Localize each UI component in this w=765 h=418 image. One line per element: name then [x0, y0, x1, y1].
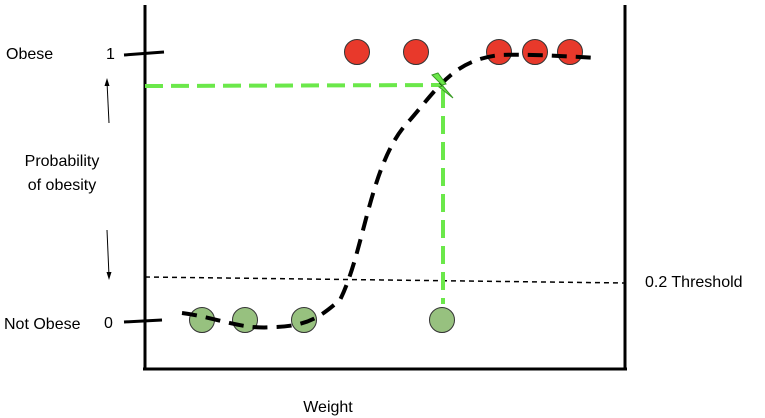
x-axis-label: Weight — [303, 399, 353, 416]
obese-point — [522, 39, 548, 65]
tick-zero-mark — [123, 318, 163, 324]
down-arrow — [106, 229, 110, 277]
not-obese-point — [291, 307, 317, 333]
obese-point — [557, 39, 583, 65]
threshold-label: 0.2 Threshold — [645, 274, 743, 291]
threshold-line — [144, 276, 626, 284]
tick-one-mark — [123, 50, 165, 57]
sigmoid-curve — [181, 52, 599, 330]
probability-arrows — [104, 78, 112, 280]
not-obese-points — [189, 307, 455, 333]
down-arrowhead — [106, 272, 112, 280]
y-axis-label-line2: of obesity — [28, 177, 96, 194]
up-arrowhead — [104, 78, 110, 86]
highlight-horizontal-guide — [144, 83, 444, 88]
obese-point — [344, 39, 370, 65]
obese-point — [403, 39, 429, 65]
up-arrow — [106, 81, 110, 124]
obese-point — [486, 39, 512, 65]
lightning-bolt-icon — [431, 72, 454, 99]
y-axis-label-line1: Probability — [25, 153, 100, 170]
tick-one-label: 1 — [106, 46, 115, 63]
obese-label: Obese — [6, 46, 53, 63]
not-obese-label: Not Obese — [4, 316, 81, 333]
not-obese-point — [429, 307, 455, 333]
tick-zero-label: 0 — [104, 315, 113, 332]
obese-points — [344, 39, 583, 65]
